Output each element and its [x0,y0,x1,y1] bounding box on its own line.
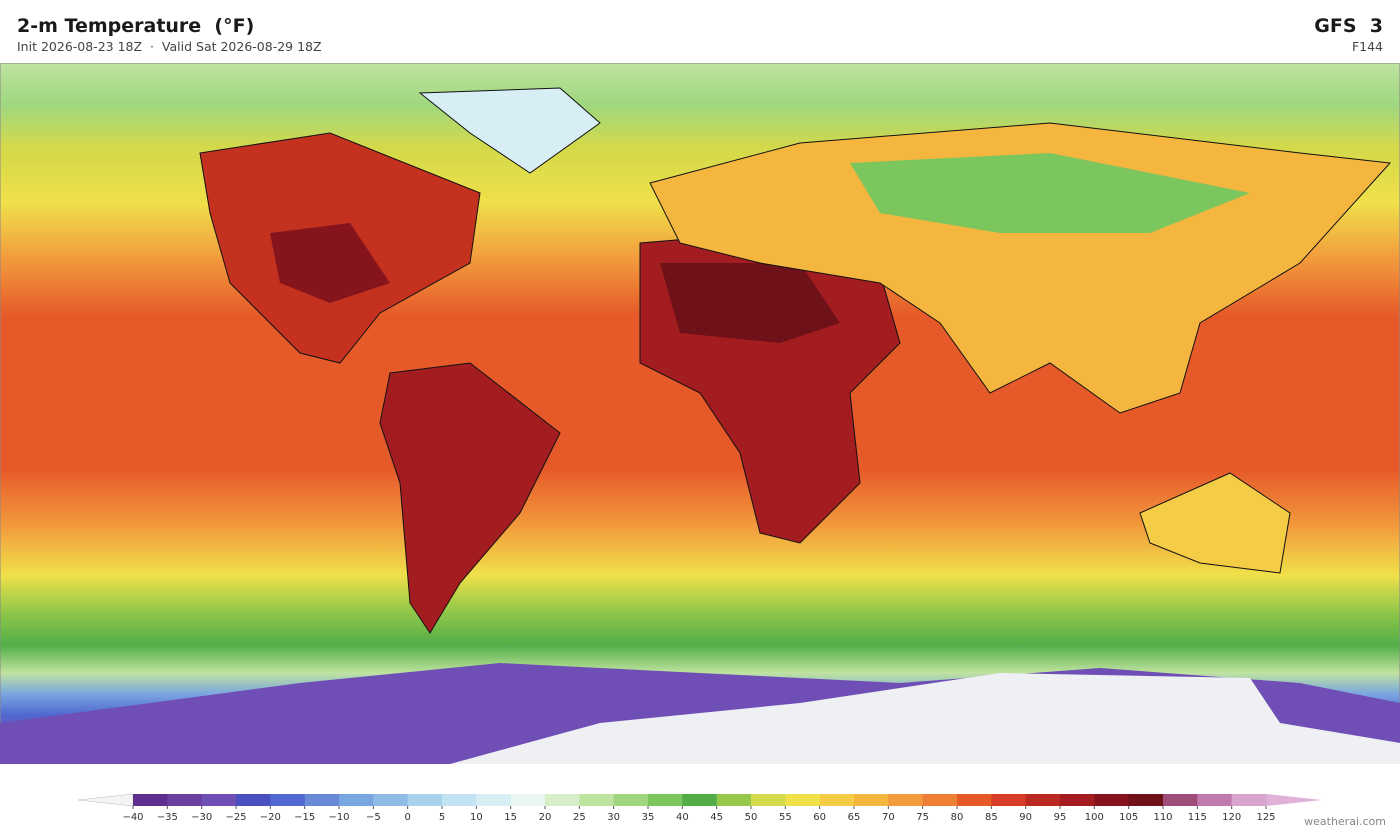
colorbar-swatch [888,794,924,806]
colorbar-swatch [957,794,992,806]
colorbar-swatch [1128,794,1164,806]
antarctica [450,673,1400,764]
colorbar-label: 75 [916,812,929,823]
colorbar-label: 40 [676,812,689,823]
colorbar-label: 105 [1119,812,1138,823]
model-name: GFS 3 [1314,15,1383,37]
colorbar-label: 30 [607,812,620,823]
colorbar-swatch [1094,794,1130,806]
colorbar-label: −20 [260,812,281,823]
colorbar-label: −30 [191,812,212,823]
colorbar-label: 65 [848,812,861,823]
colorbar-label: 35 [642,812,655,823]
colorbar-swatch [373,794,409,806]
siberia [850,153,1250,233]
colorbar-label: 45 [710,812,723,823]
colorbar-swatch [407,794,443,806]
colorbar-label: 100 [1085,812,1104,823]
colorbar-label: 20 [539,812,552,823]
colorbar-label: −5 [366,812,381,823]
colorbar-label: 115 [1188,812,1207,823]
colorbar-label: 25 [573,812,586,823]
colorbar-swatch [133,794,168,806]
colorbar-swatch [579,794,615,806]
colorbar-swatch [716,794,752,806]
colorbar-label: 60 [813,812,826,823]
continents [0,87,1400,764]
colorbar-label: 95 [1054,812,1067,823]
greenland [418,87,601,174]
colorbar-swatch [819,794,855,806]
us-heat [270,223,390,303]
colorbar-swatch [682,794,718,806]
colorbar-label: −35 [157,812,178,823]
colorbar-label: 125 [1256,812,1275,823]
colorbar-label: 120 [1222,812,1241,823]
colorbar-swatch [991,794,1027,806]
colorbar-swatch [922,794,958,806]
colorbar-swatch [339,794,374,806]
colorbar-swatch [442,794,477,806]
colorbar-swatch [648,794,683,806]
colorbar-label: 15 [504,812,517,823]
australia [1139,472,1291,574]
colorbar-label: 10 [470,812,483,823]
sahara [660,263,840,343]
colorbar-label: 50 [745,812,758,823]
colorbar-swatch [1060,794,1095,806]
colorbar-swatch [270,794,306,806]
colorbar-under [77,793,134,807]
colorbar-label: −10 [328,812,349,823]
forecast-hour: F144 [1351,39,1383,54]
colorbar-swatch [1197,794,1233,806]
colorbar-over [1266,794,1322,806]
colorbar-swatch [236,794,271,806]
colorbar-label: −15 [294,812,315,823]
colorbar-swatch [167,794,203,806]
colorbar-label: 90 [1019,812,1032,823]
colorbar-swatch [613,794,649,806]
colorbar-label: 85 [985,812,998,823]
colorbar-swatch [476,794,512,806]
colorbar-swatch [1231,794,1267,806]
colorbar-label: 70 [882,812,895,823]
colorbar-label: 0 [404,812,410,823]
colorbar-label: −40 [122,812,143,823]
colorbar-swatch [785,794,821,806]
watermark: weatherai.com [1304,815,1386,828]
colorbar-label: 55 [779,812,792,823]
colorbar-label: −25 [225,812,246,823]
colorbar-label: 80 [951,812,964,823]
map-subtitle: Init 2026-08-23 18Z · Valid Sat 2026-08-… [17,39,322,54]
colorbar-swatch [854,794,889,806]
colorbar-label: 5 [439,812,445,823]
colorbar-label: 110 [1153,812,1172,823]
colorbar-swatch [1025,794,1061,806]
colorbar-swatch [545,794,580,806]
colorbar-swatch [751,794,786,806]
colorbar-swatch [304,794,340,806]
temperature-map [0,63,1400,764]
south-america [379,362,561,634]
colorbar-swatch [510,794,546,806]
map-title: 2-m Temperature (°F) [17,15,255,37]
colorbar: −40 −35 −30 −25 −20 −15 −10 −5 0 5 10 15 20 25 30 35 40 4… [77,793,1322,823]
colorbar-swatch [1163,794,1198,806]
colorbar-swatch [201,794,237,806]
